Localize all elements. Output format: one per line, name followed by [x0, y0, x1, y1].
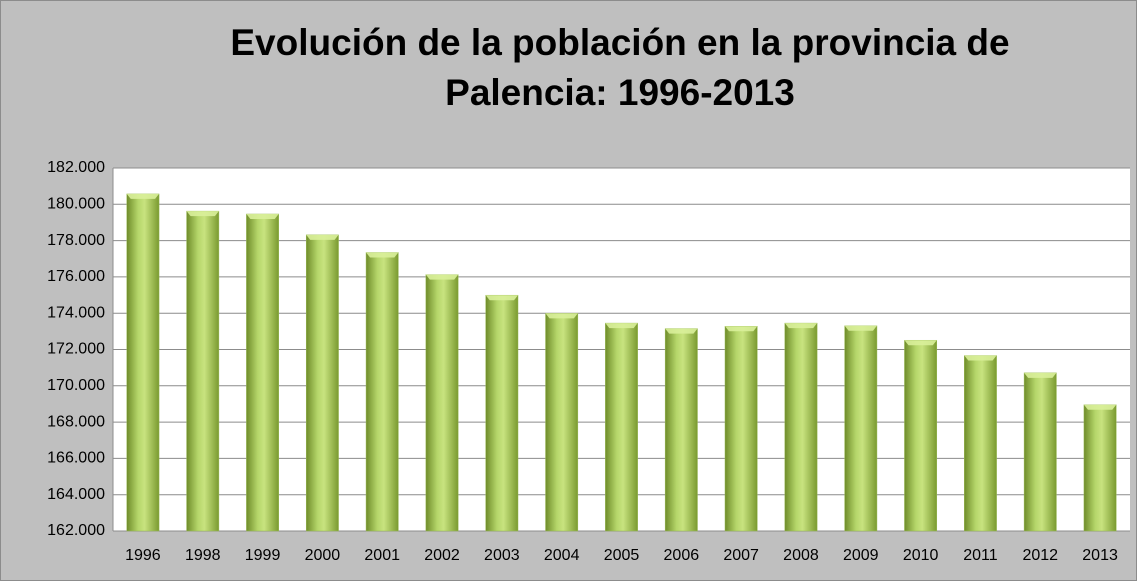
y-tick-label: 176.000	[47, 268, 105, 285]
x-tick-label: 2001	[364, 547, 400, 564]
x-tick-label: 2011	[963, 547, 998, 564]
bar-cap	[784, 323, 818, 329]
y-tick-label: 174.000	[47, 304, 105, 321]
bar-cap	[844, 325, 877, 331]
x-tick-label: 1996	[125, 547, 161, 564]
bar	[365, 252, 399, 532]
x-tick-label: 2000	[305, 547, 341, 564]
x-tick-label: 2010	[903, 547, 939, 564]
x-tick-label: 2005	[604, 547, 640, 564]
y-tick-label: 166.000	[47, 450, 105, 467]
bar-cap	[425, 274, 459, 280]
chart-title: Evolución de la población en la provinci…	[230, 22, 1010, 113]
y-tick-label: 162.000	[47, 522, 105, 539]
bar	[904, 339, 938, 532]
bar-cap	[665, 328, 698, 334]
y-tick-label: 172.000	[47, 341, 105, 358]
bar-cap	[366, 252, 399, 258]
x-tick-label: 1999	[245, 547, 281, 564]
bar	[1023, 372, 1057, 532]
bar-cap	[1083, 404, 1117, 410]
bar	[964, 355, 997, 532]
bar-cap	[904, 340, 937, 346]
bar-cap	[964, 355, 997, 361]
bar-cap	[126, 193, 160, 199]
bar-cap	[186, 211, 219, 217]
bar	[485, 294, 519, 532]
x-tick-label: 2008	[783, 547, 819, 564]
x-tick-label: 1998	[185, 547, 221, 564]
bar	[1083, 404, 1117, 532]
bar	[545, 313, 579, 532]
bar	[186, 210, 220, 532]
x-tick-label: 2002	[424, 547, 460, 564]
bar-cap	[306, 234, 339, 240]
y-tick-label: 180.000	[47, 196, 105, 213]
bar	[724, 325, 758, 532]
bar-cap	[605, 323, 638, 329]
bar	[844, 325, 878, 532]
bar	[126, 193, 160, 532]
bar	[664, 328, 698, 532]
y-tick-label: 170.000	[47, 377, 105, 394]
x-tick-label: 2013	[1082, 547, 1118, 564]
x-tick-label: 2007	[723, 547, 759, 564]
x-tick-label: 2012	[1022, 547, 1058, 564]
bar-cap	[724, 326, 758, 332]
bar	[305, 234, 339, 532]
x-tick-label: 2003	[484, 547, 520, 564]
bar	[425, 274, 459, 532]
x-tick-label: 2009	[843, 547, 879, 564]
bar	[246, 213, 279, 532]
bar-cap	[545, 313, 578, 319]
y-tick-label: 164.000	[47, 486, 105, 503]
y-tick-label: 168.000	[47, 413, 105, 430]
y-tick-label: 182.000	[47, 159, 105, 176]
bar	[784, 322, 818, 532]
x-tick-label: 2004	[544, 547, 580, 564]
bar-cap	[1024, 372, 1057, 378]
bar-cap	[485, 295, 519, 301]
x-tick-label: 2006	[664, 547, 700, 564]
bar	[605, 322, 638, 532]
bar-cap	[246, 214, 279, 220]
y-tick-label: 178.000	[47, 232, 105, 249]
